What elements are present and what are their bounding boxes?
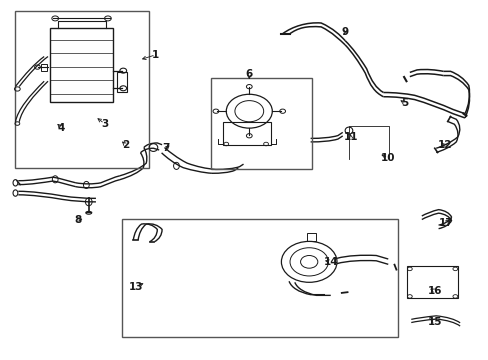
Text: 14: 14 <box>323 257 337 267</box>
Bar <box>16 11 148 168</box>
Text: 12: 12 <box>437 140 451 150</box>
Bar <box>306 233 316 241</box>
Text: 11: 11 <box>343 132 357 142</box>
Text: 7: 7 <box>163 143 170 153</box>
Text: 8: 8 <box>74 215 81 225</box>
Bar <box>210 78 311 170</box>
Text: 2: 2 <box>122 140 129 150</box>
Text: 10: 10 <box>380 153 395 163</box>
Bar <box>116 72 127 92</box>
Bar <box>50 28 112 102</box>
Text: 4: 4 <box>58 123 65 133</box>
Text: 6: 6 <box>245 69 252 79</box>
Text: 5: 5 <box>401 98 408 108</box>
Text: 3: 3 <box>101 118 108 129</box>
Text: 1: 1 <box>152 50 159 60</box>
Bar <box>41 64 46 71</box>
Text: 9: 9 <box>341 27 348 37</box>
Text: 13: 13 <box>128 282 142 292</box>
Text: 15: 15 <box>427 317 442 327</box>
Bar <box>122 219 397 337</box>
Bar <box>407 266 457 298</box>
Bar <box>223 122 270 145</box>
Text: 17: 17 <box>438 218 452 228</box>
Text: 16: 16 <box>427 286 442 296</box>
